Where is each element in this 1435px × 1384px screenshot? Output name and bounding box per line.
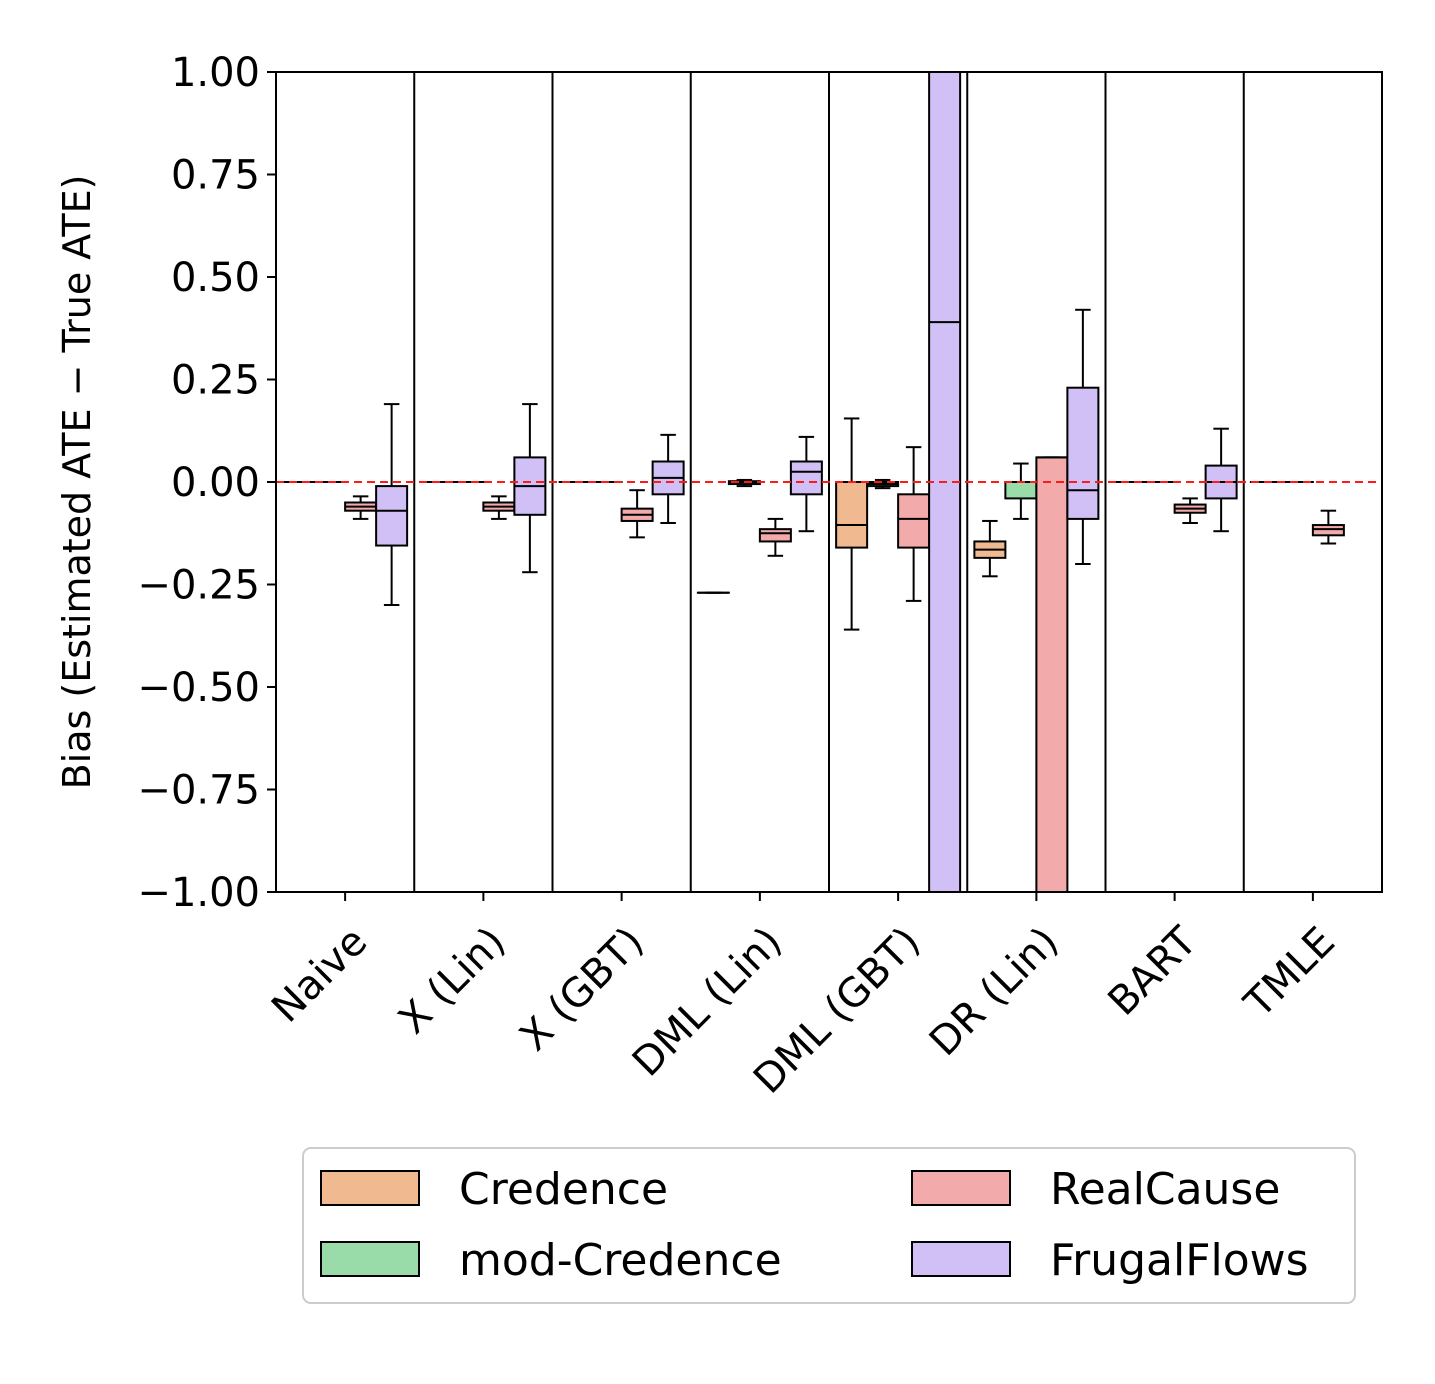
box-body [1311,524,1345,537]
box-body [1066,386,1100,520]
y-tick-label: −0.50 [137,665,260,711]
y-tick-label: 0.75 [171,153,260,199]
legend-label: Credence [459,1164,668,1215]
box-realcause-bart [1173,497,1207,524]
legend-swatch [320,1241,420,1277]
box-realcause-naive [344,495,378,520]
box-frugalflows-dr-lin- [1066,308,1100,565]
x-tick-label: X (GBT) [511,919,653,1061]
y-tick-label: 1.00 [171,50,260,96]
box-frugalflows-x-gbt- [651,433,685,524]
x-tick-label: BART [1100,918,1207,1025]
legend-frame [302,1147,1356,1304]
y-axis-label: Bias (Estimated ATE − True ATE) [55,175,99,790]
plot-frame [275,71,1383,893]
y-tick-label: 0.25 [171,358,260,404]
box-frugalflows-dml-lin- [789,435,823,533]
legend-swatch [911,1241,1011,1277]
x-tick-label: TMLE [1235,919,1344,1028]
box-mod-credence-dr-lin- [1004,462,1038,520]
box-body [375,485,409,547]
box-credence-dml-gbt- [835,417,869,631]
y-tick-label: 0.50 [171,255,260,301]
legend-label: RealCause [1050,1164,1280,1215]
y-tick-label: −1.00 [137,870,260,916]
box-body [897,493,931,549]
box-mod-credence-dml-gbt- [866,478,900,490]
plot-area: 1.00 0.75 0.50 0.25 0.00 −0.25 −0.50 −0.75 −1.00… [137,50,1383,1103]
box-body [789,460,823,496]
box-frugalflows-naive [375,403,409,606]
y-tick-label: 0.00 [171,460,260,506]
box-credence-dr-lin- [973,519,1007,578]
box-realcause-tmle [1311,509,1345,545]
x-tick-label: Naive [263,919,376,1032]
x-tick-label: DR (Lin) [921,919,1068,1066]
box-body [835,481,869,549]
box-body [758,528,792,543]
box-body [1004,481,1038,500]
box-realcause-dml-lin- [758,517,792,557]
y-tick-label: −0.75 [137,768,260,814]
box-frugalflows-bart [1204,427,1238,533]
legend-swatch [320,1170,420,1206]
box-mod-credence-dml-lin- [727,478,761,488]
x-tick-label: X (Lin) [390,919,515,1044]
box-frugalflows-x-lin- [513,403,547,574]
box-realcause-x-gbt- [620,489,654,539]
box-body [1035,456,1069,893]
box-realcause-x-lin- [482,495,516,520]
box-realcause-dml-gbt- [897,446,931,602]
legend: Credence mod-Credence RealCause FrugalFlows [302,1147,1356,1304]
legend-swatch [911,1170,1011,1206]
legend-label: FrugalFlows [1050,1235,1309,1286]
y-tick-label: −0.25 [137,563,260,609]
legend-label: mod-Credence [459,1235,782,1286]
box-realcause-dr-lin- [1035,456,1069,893]
